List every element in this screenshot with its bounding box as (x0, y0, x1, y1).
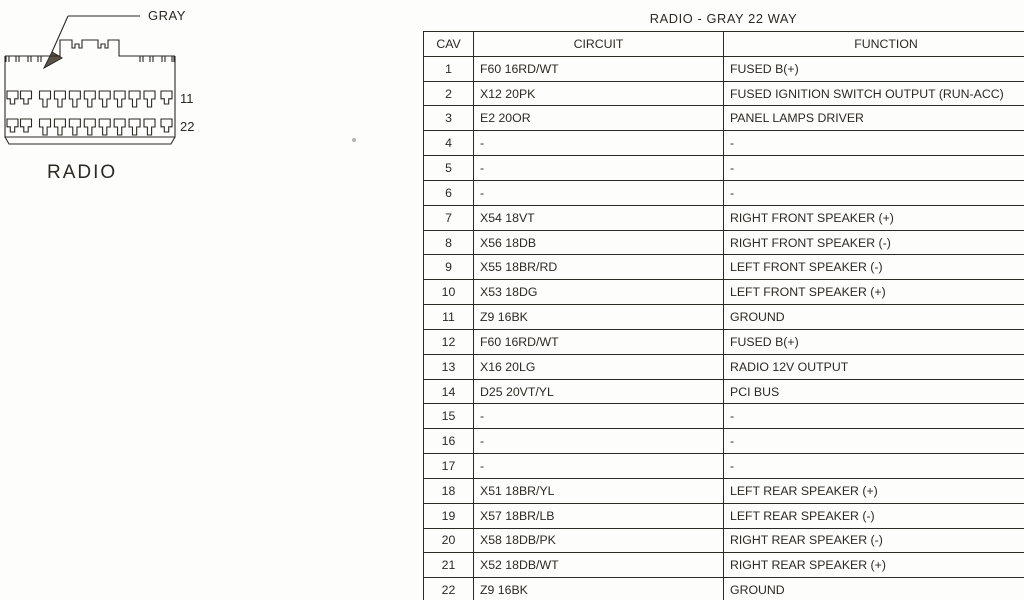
svg-text:RADIO: RADIO (47, 162, 117, 183)
svg-text:22: 22 (180, 119, 194, 134)
svg-text:11: 11 (180, 91, 194, 106)
svg-text:GRAY: GRAY (148, 8, 186, 23)
